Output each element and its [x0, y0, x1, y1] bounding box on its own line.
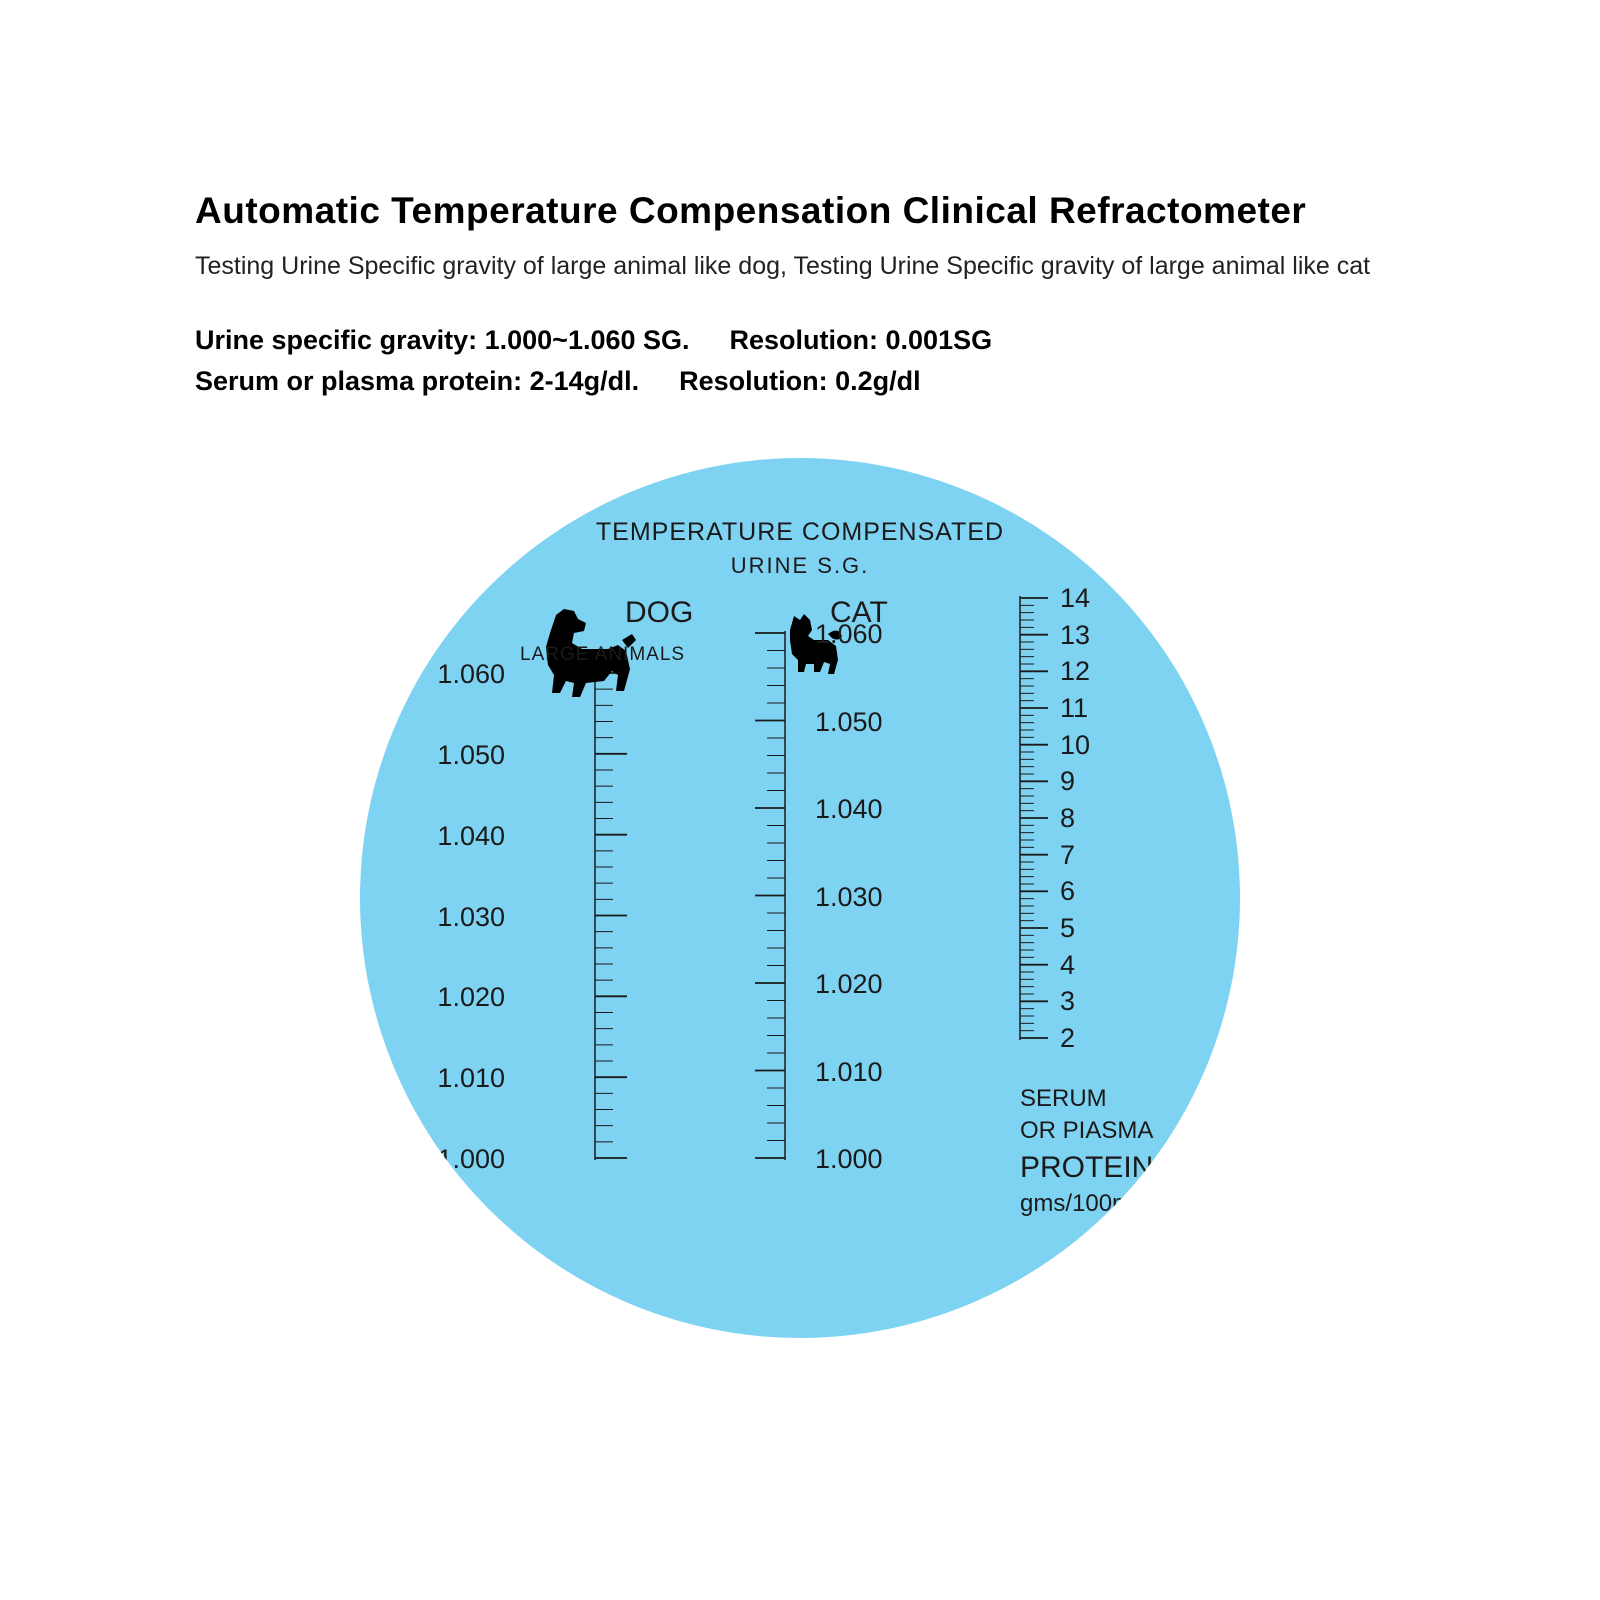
dog-scale-value: 1.000	[420, 1144, 505, 1175]
protein-label-units: gms/100ml	[1020, 1188, 1153, 1220]
protein-scale-value: 10	[1060, 730, 1090, 761]
dog-scale-value: 1.030	[420, 902, 505, 933]
cat-scale-value: 1.010	[815, 1057, 905, 1088]
page: Automatic Temperature Compensation Clini…	[0, 0, 1600, 1600]
dog-scale-value: 1.040	[420, 821, 505, 852]
refractometer-circle: TEMPERATURE COMPENSATED URINE S.G. DOG L…	[360, 458, 1240, 1338]
dog-scale-value: 1.060	[420, 659, 505, 690]
protein-scale-value: 8	[1060, 803, 1075, 834]
protein-scale-value: 2	[1060, 1023, 1075, 1054]
spec-row-1: Urine specific gravity: 1.000~1.060 SG. R…	[195, 320, 992, 361]
protein-scale-value: 3	[1060, 986, 1075, 1017]
cat-scale-value: 1.050	[815, 707, 905, 738]
protein-scale-value: 7	[1060, 840, 1075, 871]
protein-label-protein: PROTEIN	[1020, 1148, 1153, 1189]
protein-scale-value: 5	[1060, 913, 1075, 944]
cat-scale-value: 1.000	[815, 1144, 905, 1175]
dog-scale-value: 1.010	[420, 1063, 505, 1094]
header: Automatic Temperature Compensation Clini…	[195, 190, 1405, 281]
spec-protein: Serum or plasma protein: 2-14g/dl.	[195, 361, 639, 402]
cat-scale-value: 1.060	[815, 619, 905, 650]
cat-scale-value: 1.020	[815, 969, 905, 1000]
protein-scale-value: 9	[1060, 766, 1075, 797]
protein-scale-value: 14	[1060, 583, 1090, 614]
dog-label: DOG	[625, 596, 693, 630]
spec-usg-res: Resolution: 0.001SG	[730, 320, 993, 361]
cat-scale-value: 1.030	[815, 882, 905, 913]
protein-scale-value: 12	[1060, 656, 1090, 687]
dog-sublabel: LARGE ANIMALS	[520, 644, 685, 666]
protein-label-serum: SERUM	[1020, 1083, 1153, 1115]
page-title: Automatic Temperature Compensation Clini…	[195, 190, 1405, 232]
refractometer-view: TEMPERATURE COMPENSATED URINE S.G. DOG L…	[360, 458, 1240, 1338]
dog-scale-value: 1.050	[420, 740, 505, 771]
page-subtitle: Testing Urine Specific gravity of large …	[195, 252, 1405, 281]
protein-scale-value: 13	[1060, 620, 1090, 651]
spec-protein-res: Resolution: 0.2g/dl	[679, 361, 921, 402]
spec-row-2: Serum or plasma protein: 2-14g/dl. Resolu…	[195, 361, 992, 402]
specs-block: Urine specific gravity: 1.000~1.060 SG.R…	[195, 320, 992, 401]
protein-scale-value: 4	[1060, 950, 1075, 981]
protein-scale-value: 6	[1060, 876, 1075, 907]
protein-label-plasma: OR PIASMA	[1020, 1115, 1153, 1147]
protein-label-block: SERUM OR PIASMA PROTEIN gms/100ml	[1020, 1083, 1153, 1221]
protein-scale-value: 11	[1060, 693, 1088, 724]
spec-usg: Urine specific gravity: 1.000~1.060 SG.	[195, 320, 690, 361]
dog-scale-value: 1.020	[420, 982, 505, 1013]
cat-scale-value: 1.040	[815, 794, 905, 825]
